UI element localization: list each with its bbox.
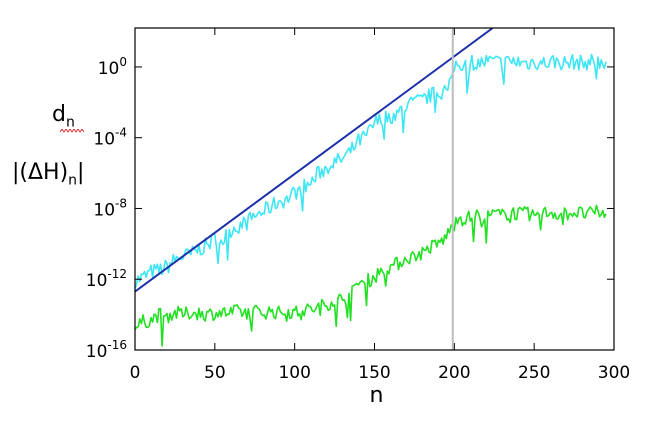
x-tick-label: 50 — [204, 363, 226, 383]
y-tick-label: 10-16 — [86, 338, 127, 362]
series-line-cyan-noisy — [135, 53, 607, 290]
y-label-2-suffix: | — [77, 160, 85, 185]
y-tick-label: 10-8 — [93, 196, 127, 220]
y-tick-label: 100 — [98, 55, 127, 79]
y-axis-label-dn: dn — [52, 102, 75, 131]
x-tick-label: 100 — [278, 363, 310, 383]
x-tick-label: 0 — [130, 363, 141, 383]
series-line-fit-line — [135, 28, 494, 293]
y-tick-label: 10-12 — [86, 267, 127, 291]
ticks-layer: 0 50 100 150 200 250 300 100 10-4 10-8 10-12 10-16 — [86, 28, 630, 383]
x-tick-label: 150 — [358, 363, 390, 383]
y-label-1-sub: n — [65, 114, 75, 131]
x-tick-label: 300 — [598, 363, 630, 383]
x-tick-label: 250 — [518, 363, 550, 383]
y-label-1-main: d — [52, 102, 66, 127]
x-axis-title: n — [370, 383, 384, 408]
series-layer — [135, 28, 607, 347]
x-tick-label: 200 — [438, 363, 470, 383]
series-line-green-noisy — [135, 204, 607, 347]
y-axis-label-delta-h: |(ΔH)n| — [12, 160, 85, 189]
spellcheck-squiggle — [60, 129, 84, 133]
y-label-2-main: |(ΔH) — [12, 160, 69, 185]
y-tick-label: 10-4 — [93, 126, 127, 150]
y-label-2-sub: n — [68, 172, 78, 189]
plot-frame — [134, 27, 615, 351]
